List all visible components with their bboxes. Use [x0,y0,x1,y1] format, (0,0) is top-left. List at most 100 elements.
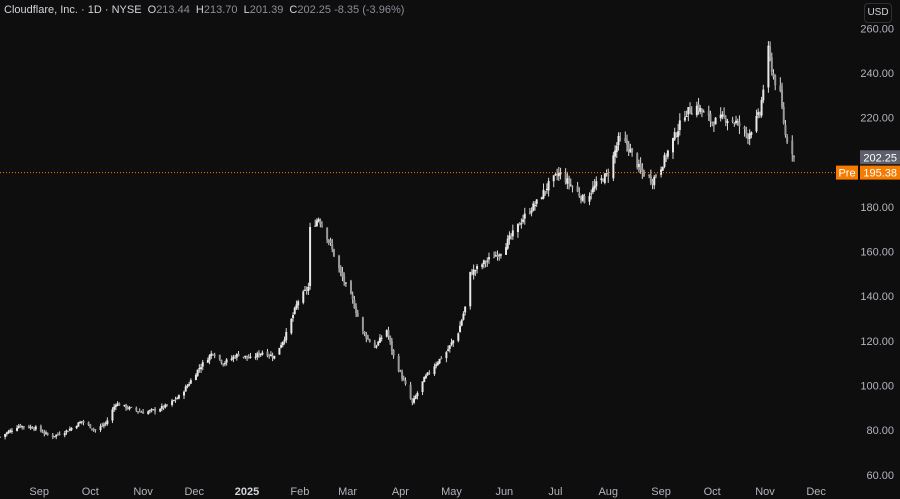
candle-body [494,255,497,257]
candle-body [530,210,533,213]
candle-body [643,171,646,177]
candle-body [17,425,20,428]
time-axis[interactable]: Sep Oct Nov Dec 2025 Feb Mar Apr May Jun Jul Aug Sep… [29,486,826,498]
candle-body [663,155,666,167]
candle-body [126,407,129,409]
candle-body [249,356,252,358]
candle-body [174,399,177,401]
candle-body [55,434,58,437]
time-tick-label: Nov [755,486,775,498]
candle-body [721,114,724,117]
candle-body [743,126,746,130]
candle-body [188,384,191,386]
candle-body [709,113,712,122]
candle-body [666,150,669,157]
candle-body [474,270,477,272]
candle-body [75,426,78,429]
candle-body [314,225,317,227]
premarket-price-label: 195.38 [863,168,897,180]
candle-body [520,223,523,225]
candle-body [261,352,264,355]
candle-body [172,400,175,402]
candle-body [118,403,121,406]
candle-body [447,349,450,352]
candle-body [375,346,378,348]
candle-body [675,133,678,137]
candle-body [92,429,95,431]
candle-body [256,353,259,357]
candle-body [130,407,133,409]
candle-body [755,115,758,132]
candle-body [505,247,508,255]
time-tick-label: Sep [651,486,671,498]
candle-body [671,138,674,153]
candle-body [661,166,664,171]
candle-body [482,260,485,265]
candle-body [579,196,582,200]
candle-body [428,372,431,374]
candle-body [162,405,165,408]
candle-body [457,333,460,341]
candle-body [211,354,214,356]
candle-body [142,411,145,414]
candle-body [409,384,412,399]
candle-body [627,143,630,152]
candle-body [101,425,104,427]
candle-body [772,73,775,78]
candle-body [564,173,567,183]
price-tick-label: 260.00 [860,23,894,35]
time-tick-label: Mar [338,486,357,498]
time-tick-label: Jun [495,486,513,498]
candle-body [416,392,419,397]
candle-body [544,190,547,192]
candle-body [273,355,276,359]
candle-body [200,367,203,370]
candle-body [401,371,404,379]
candle-body [746,134,749,140]
candle-body [259,353,262,356]
candle-body [590,193,593,195]
candle-body [387,330,390,337]
price-tick-label: 80.00 [866,425,894,437]
candle-body [5,432,8,435]
candle-body [735,120,738,123]
candle-body [353,299,356,309]
candle-body [268,355,271,357]
candle-body [404,380,407,385]
symbol-legend[interactable]: Cloudflare, Inc. · 1D · NYSE O213.44 H21… [4,4,404,16]
price-tick-label: 240.00 [860,68,894,80]
candle-body [225,359,228,363]
candle-body [440,357,443,359]
candle-body [711,122,714,124]
candle-body [165,404,168,406]
candle-body [56,434,59,436]
candle-body [397,356,400,372]
candles-layer [0,41,795,440]
close-value: 202.25 [297,4,332,16]
low-value: 201.39 [249,4,284,16]
candle-body [677,131,680,138]
price-axis[interactable]: 60.00 80.00 100.00 120.00 140.00 160.00 180.00… [860,23,894,482]
candle-body [159,408,162,412]
candle-body [733,122,736,124]
candle-body [380,337,383,339]
candle-body [593,185,596,189]
candle-body [67,431,70,433]
candle-body [147,411,150,415]
time-tick-label: Aug [598,486,618,498]
candle-body [210,353,213,357]
candle-body [271,355,274,358]
candle-body [234,356,237,359]
candle-body [390,340,393,351]
candle-body [148,410,151,412]
symbol-title[interactable]: Cloudflare, Inc. · 1D · NYSE [4,4,142,16]
candle-body [697,103,700,112]
candle-body [436,362,439,365]
candle-body [351,294,354,300]
candle-body [532,203,535,211]
premarket-tag-label: Pre [838,168,855,180]
candle-body [748,133,751,139]
candle-body [343,276,346,283]
currency-button[interactable]: USD [864,3,892,23]
